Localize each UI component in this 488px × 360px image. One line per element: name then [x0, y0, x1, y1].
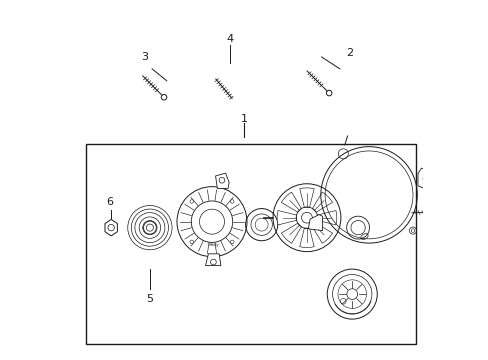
- Bar: [85, 144, 415, 344]
- Polygon shape: [299, 228, 314, 248]
- Polygon shape: [417, 168, 431, 189]
- Text: 5: 5: [146, 294, 153, 304]
- Text: Molly: Molly: [208, 243, 219, 247]
- Polygon shape: [277, 211, 296, 225]
- Circle shape: [230, 240, 233, 244]
- Circle shape: [190, 240, 193, 244]
- Polygon shape: [215, 173, 229, 188]
- Polygon shape: [205, 254, 221, 266]
- Polygon shape: [281, 192, 301, 212]
- Polygon shape: [299, 188, 314, 207]
- Polygon shape: [317, 211, 336, 225]
- Text: 2: 2: [346, 48, 353, 58]
- Polygon shape: [312, 223, 332, 243]
- Text: 4: 4: [225, 34, 233, 44]
- Text: 3: 3: [141, 52, 148, 62]
- Polygon shape: [105, 219, 117, 236]
- Text: 6: 6: [106, 197, 113, 207]
- Circle shape: [190, 200, 193, 203]
- Polygon shape: [281, 223, 301, 243]
- Text: 1: 1: [241, 113, 247, 123]
- Polygon shape: [312, 192, 332, 212]
- Circle shape: [326, 90, 331, 96]
- Circle shape: [161, 95, 166, 100]
- Polygon shape: [308, 215, 322, 231]
- Circle shape: [230, 200, 233, 203]
